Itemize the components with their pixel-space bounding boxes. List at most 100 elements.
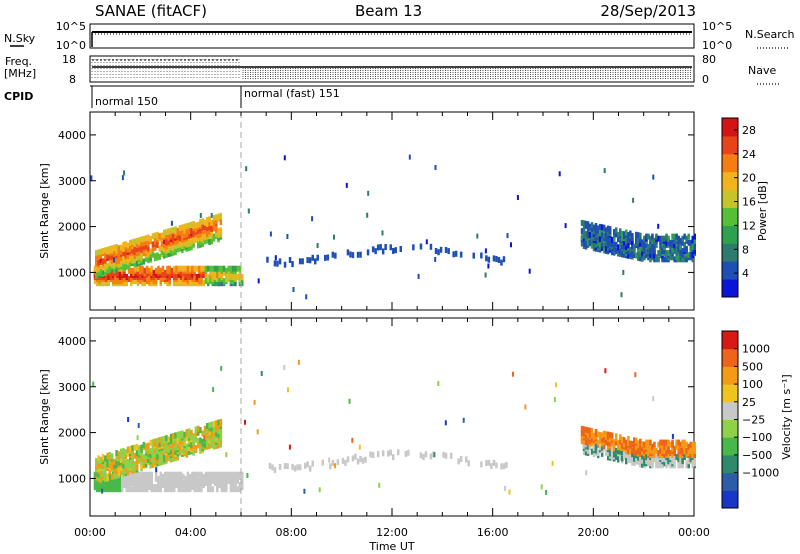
heatmap-cell xyxy=(134,471,137,478)
heatmap-cell xyxy=(659,439,662,446)
heatmap-cell xyxy=(108,264,112,271)
heatmap-cell xyxy=(234,265,237,272)
heatmap-cell xyxy=(384,244,387,250)
heatmap-cell xyxy=(222,269,226,276)
heatmap-cell xyxy=(117,459,121,466)
noise-ytick-bottom-right: 10^0 xyxy=(702,39,732,52)
heatmap-cell xyxy=(602,436,606,443)
heatmap-cell xyxy=(639,444,642,451)
heatmap-cell xyxy=(95,260,98,267)
heatmap-cell xyxy=(143,477,147,484)
heatmap-cell xyxy=(201,218,204,225)
freq-label: Freq. xyxy=(5,55,32,68)
heatmap-cell xyxy=(610,240,614,247)
heatmap-cell xyxy=(141,477,144,484)
heatmap-cell xyxy=(647,244,650,250)
heatmap-cell xyxy=(140,255,143,262)
heatmap-cell xyxy=(584,243,588,250)
heatmap-cell xyxy=(140,463,143,470)
heatmap-cell xyxy=(222,471,226,478)
heatmap-cell xyxy=(632,197,635,203)
heatmap-cell xyxy=(132,278,135,285)
heatmap-cell xyxy=(186,486,190,493)
heatmap-cell xyxy=(138,245,141,252)
heatmap-cell xyxy=(613,439,616,446)
heatmap-cell xyxy=(97,253,100,260)
colorbar-tick-label: 20 xyxy=(742,172,756,185)
heatmap-cell xyxy=(681,439,684,446)
heatmap-cell xyxy=(655,254,658,261)
heatmap-cell xyxy=(199,213,202,218)
velocity-colorbar-label: Velocity [m s⁻¹] xyxy=(780,374,793,459)
heatmap-cell xyxy=(381,248,385,255)
heatmap-cell xyxy=(133,461,136,468)
heatmap-cell xyxy=(677,239,680,246)
heatmap-cell xyxy=(115,256,118,263)
heatmap-cell xyxy=(621,455,624,462)
heatmap-cell xyxy=(444,452,448,459)
heatmap-cell xyxy=(200,471,203,478)
colorbar-tick-label: 28 xyxy=(742,124,756,137)
heatmap-cell xyxy=(132,486,135,493)
heatmap-cell xyxy=(182,265,185,272)
heatmap-cell xyxy=(639,251,642,258)
heatmap-cell xyxy=(653,441,656,448)
heatmap-cell xyxy=(165,233,168,240)
heatmap-cell xyxy=(691,441,694,448)
heatmap-cell xyxy=(153,455,157,461)
heatmap-cell xyxy=(588,438,592,444)
colorbar-swatch xyxy=(722,243,738,262)
heatmap-cell xyxy=(142,244,146,251)
heatmap-cell xyxy=(681,252,684,259)
heatmap-cell xyxy=(604,449,608,456)
heatmap-cell xyxy=(288,257,292,263)
heatmap-cell xyxy=(130,480,133,486)
heatmap-cell xyxy=(133,444,136,451)
heatmap-cell xyxy=(553,397,556,403)
heatmap-cell xyxy=(118,475,122,482)
heatmap-cell xyxy=(140,444,143,451)
heatmap-cell xyxy=(220,274,224,280)
heatmap-cell xyxy=(661,246,664,252)
heatmap-cell xyxy=(156,231,159,238)
heatmap-cell xyxy=(655,460,658,467)
heatmap-cell xyxy=(615,248,618,254)
heatmap-cell xyxy=(292,287,295,292)
heatmap-cell xyxy=(122,468,125,475)
heatmap-cell xyxy=(165,229,168,236)
heatmap-cell xyxy=(244,419,246,425)
heatmap-cell xyxy=(404,450,408,457)
heatmap-cell xyxy=(193,265,196,272)
heatmap-cell xyxy=(657,223,660,229)
heatmap-cell xyxy=(497,257,501,263)
colorbar-swatch xyxy=(722,135,738,155)
power-ylabel: Slant Range [km] xyxy=(38,163,51,259)
heatmap-cell xyxy=(150,477,153,484)
heatmap-cell xyxy=(136,471,140,478)
heatmap-cell xyxy=(190,221,193,228)
heatmap-cell xyxy=(116,276,119,282)
heatmap-cell xyxy=(203,429,207,436)
heatmap-cell xyxy=(621,449,624,456)
heatmap-cell xyxy=(185,223,189,230)
heatmap-cell xyxy=(487,263,490,269)
heatmap-cell xyxy=(679,447,682,454)
colorbar-tick-label: −25 xyxy=(742,414,765,427)
heatmap-cell xyxy=(596,231,600,238)
heatmap-cell xyxy=(187,240,191,247)
heatmap-cell xyxy=(168,274,171,280)
velocity-ylabel: Slant Range [km] xyxy=(38,369,51,465)
heatmap-cell xyxy=(619,442,622,449)
heatmap-cell xyxy=(179,482,183,488)
heatmap-cell xyxy=(156,452,159,459)
heatmap-cell xyxy=(192,449,195,456)
heatmap-cell xyxy=(204,265,208,272)
freq-ytick-bottom: 8 xyxy=(69,73,76,86)
heatmap-cell xyxy=(580,430,584,436)
heatmap-cell xyxy=(206,431,209,438)
cpid-row: CPID normal 150 normal (fast) 151 xyxy=(4,85,694,108)
heatmap-cell xyxy=(669,248,672,255)
heatmap-cell xyxy=(613,235,616,242)
heatmap-cell xyxy=(217,228,220,234)
heatmap-cell xyxy=(199,427,202,434)
